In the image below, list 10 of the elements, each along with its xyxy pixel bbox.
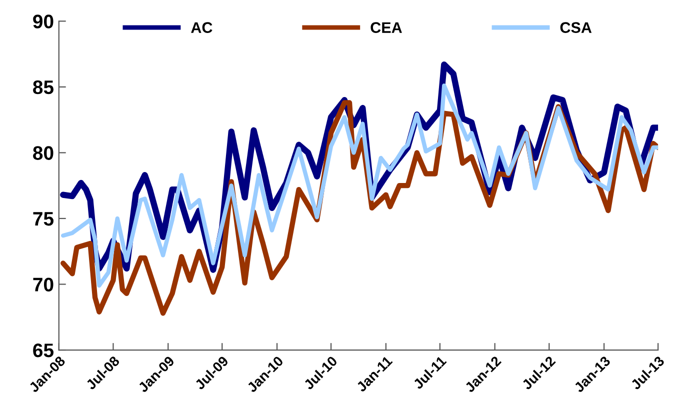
- y-tick-label: 75: [33, 212, 54, 226]
- line-series: [60, 84, 658, 288]
- legend-label: CSA: [560, 22, 592, 33]
- legend-label: CEA: [370, 22, 402, 33]
- y-tick-label: 70: [33, 278, 54, 292]
- legend-label: AC: [191, 22, 212, 33]
- y-tick-label: 65: [33, 343, 54, 358]
- y-tick-label: 85: [33, 80, 54, 94]
- y-tick-label: 90: [33, 14, 54, 28]
- y-tick-label: 80: [33, 146, 54, 160]
